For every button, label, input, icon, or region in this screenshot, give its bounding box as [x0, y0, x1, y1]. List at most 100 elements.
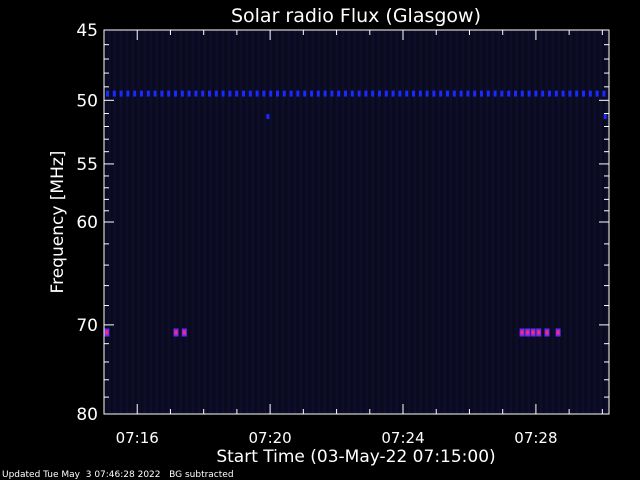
y-tick-label: 70	[76, 316, 98, 336]
footer-updated: Updated Tue May 3 07:46:28 2022	[2, 470, 161, 480]
interference-band-segment	[180, 90, 184, 97]
interference-band-segment	[167, 90, 171, 97]
interference-band-segment	[527, 90, 531, 97]
interference-band-segment	[303, 90, 307, 97]
interference-band-segment	[561, 90, 565, 97]
y-axis-label: Frequency [MHz]	[48, 151, 68, 294]
footer-note: BG subtracted	[169, 470, 234, 480]
interference-band-segment	[235, 90, 239, 97]
interference-band-segment	[500, 90, 504, 97]
interference-band-segment	[520, 90, 524, 97]
interference-band-segment	[452, 90, 456, 97]
interference-band-segment	[466, 90, 470, 97]
interference-band-segment	[357, 90, 361, 97]
interference-band-segment	[228, 90, 232, 97]
interference-band-segment	[493, 90, 497, 97]
burst-point	[174, 330, 178, 335]
interference-band-segment	[255, 90, 259, 97]
burst-point	[182, 330, 186, 335]
interference-band-segment	[514, 90, 517, 97]
interference-band-segment	[187, 90, 191, 97]
interference-band-segment	[588, 90, 592, 97]
interference-band-segment	[391, 90, 395, 97]
interference-band-segment	[602, 90, 606, 97]
interference-band-segment	[548, 90, 551, 97]
x-tick-label: 07:28	[514, 429, 557, 447]
interference-band-segment	[201, 90, 205, 97]
burst-point	[526, 330, 530, 335]
interference-band-segment	[330, 90, 334, 97]
interference-band-segment	[140, 90, 143, 97]
x-tick-label: 07:20	[249, 429, 292, 447]
chart-title: Solar radio Flux (Glasgow)	[231, 5, 481, 27]
y-tick-label: 80	[76, 405, 98, 425]
signal-blip	[603, 114, 607, 120]
x-axis-label: Start Time (03-May-22 07:15:00)	[216, 447, 495, 467]
interference-band-segment	[582, 90, 585, 97]
interference-band-segment	[214, 90, 218, 97]
interference-band-segment	[459, 90, 463, 97]
interference-band-segment	[316, 90, 320, 97]
x-axis-ticks: 07:16 07:20 07:24 07:28	[103, 30, 603, 447]
y-axis-ticks: 45 50 55 60 70 80	[76, 21, 609, 425]
interference-band-segment	[384, 90, 388, 97]
spectrogram-features	[104, 90, 607, 337]
interference-band-segment	[412, 90, 415, 97]
interference-band-segment	[119, 90, 123, 97]
interference-band-segment	[473, 90, 477, 97]
y-tick-label: 60	[76, 213, 98, 233]
interference-band-segment	[575, 90, 579, 97]
interference-band-segment	[568, 90, 572, 97]
interference-band-segment	[344, 90, 347, 97]
interference-band-segment	[126, 90, 130, 97]
y-tick-label: 45	[76, 21, 98, 41]
interference-band-segment	[350, 90, 354, 97]
interference-band-segment	[418, 90, 422, 97]
interference-band-segment	[398, 90, 402, 97]
interference-band-segment	[133, 90, 137, 97]
burst-point	[545, 330, 549, 335]
interference-band-segment	[248, 90, 252, 97]
interference-band-segment	[595, 90, 599, 97]
interference-band-segment	[262, 90, 266, 97]
interference-band-segment	[323, 90, 327, 97]
burst-point	[105, 330, 109, 335]
interference-band-segment	[432, 90, 436, 97]
interference-band-segment	[276, 90, 279, 97]
interference-band-segment	[486, 90, 490, 97]
interference-band-segment	[153, 90, 157, 97]
signal-blip	[266, 114, 270, 120]
interference-band-segment	[146, 90, 150, 97]
interference-band-segment	[221, 90, 225, 97]
plot-area	[104, 30, 609, 414]
interference-band-segment	[194, 90, 198, 97]
interference-band-segment	[541, 90, 545, 97]
interference-band-segment	[446, 90, 449, 97]
burst-point	[520, 330, 524, 335]
interference-band-segment	[296, 90, 300, 97]
y-tick-label: 50	[76, 91, 98, 111]
interference-band-segment	[208, 90, 211, 97]
interference-band-segment	[378, 90, 381, 97]
burst-point	[556, 330, 560, 335]
interference-band-segment	[405, 90, 409, 97]
interference-band-segment	[554, 90, 558, 97]
interference-band-segment	[507, 90, 511, 97]
interference-band-segment	[289, 90, 293, 97]
x-tick-label: 07:16	[116, 429, 159, 447]
interference-band-segment	[364, 90, 368, 97]
interference-band-segment	[337, 90, 341, 97]
interference-band-segment	[425, 90, 429, 97]
interference-band-segment	[174, 90, 177, 97]
interference-band-segment	[160, 90, 164, 97]
interference-band-segment	[534, 90, 538, 97]
interference-band-segment	[371, 90, 375, 97]
interference-band-segment	[269, 90, 273, 97]
y-tick-label: 55	[76, 155, 98, 175]
interference-band-segment	[106, 90, 109, 97]
interference-band-segment	[242, 90, 245, 97]
interference-band-segment	[310, 90, 313, 97]
interference-band-segment	[112, 90, 116, 97]
footer-status: Updated Tue May 3 07:46:28 2022 BG subtr…	[2, 470, 234, 480]
